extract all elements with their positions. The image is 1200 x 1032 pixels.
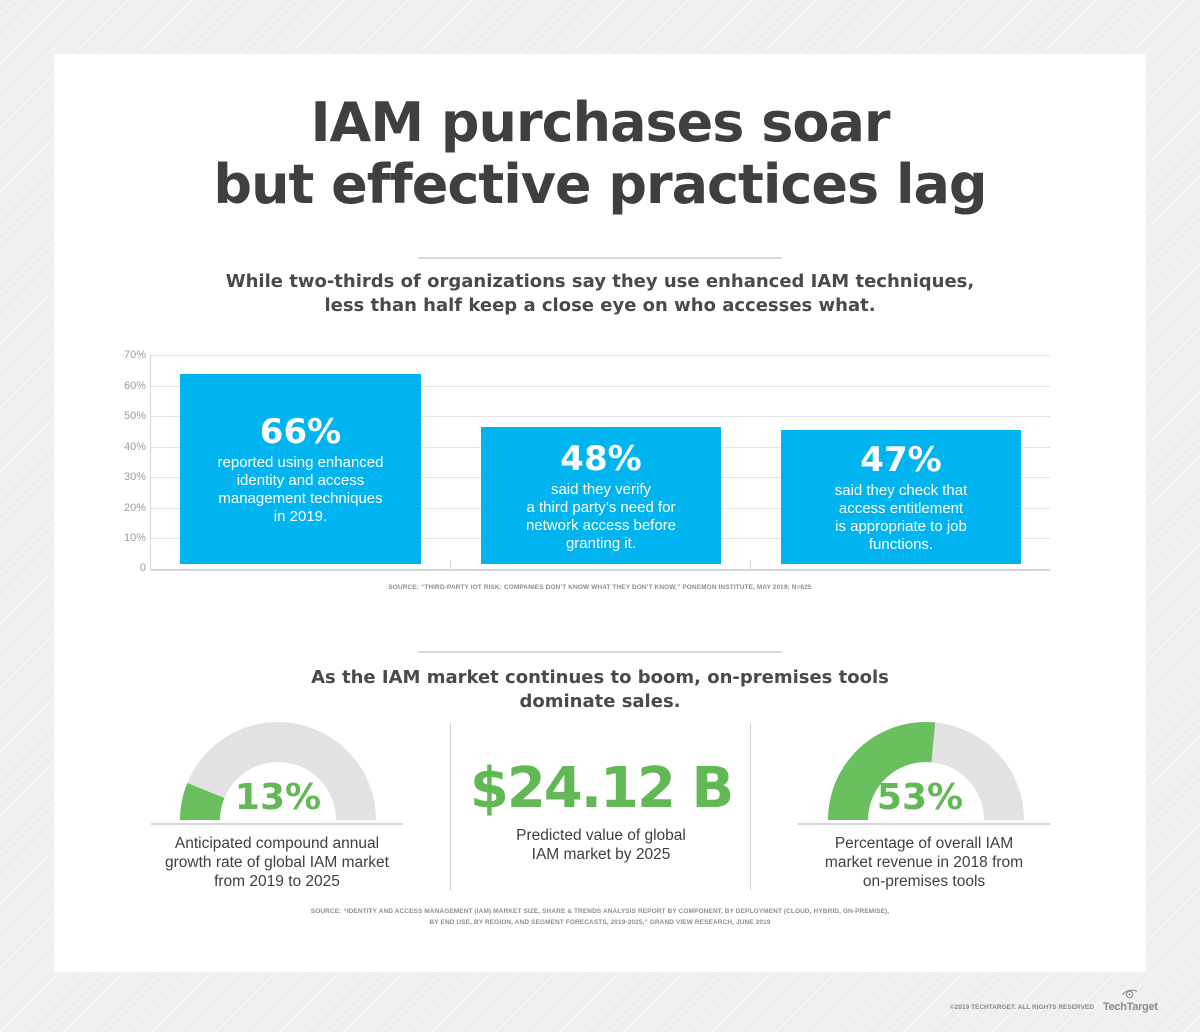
x-tick-separator: [750, 560, 751, 570]
y-tick-label: 60%: [123, 380, 146, 392]
divider-rule-top: [418, 257, 782, 259]
gauge-value-cagr: 13%: [234, 777, 322, 818]
y-tick-label: 40%: [123, 441, 146, 453]
bar-description: said they check that access entitlement …: [819, 482, 984, 554]
stat-caption-market-value: Predicted value of global IAM market by …: [452, 826, 750, 864]
column-divider: [750, 724, 751, 890]
techtarget-eye-icon: [1121, 989, 1138, 999]
bar-check-entitlement: 47% said they check that access entitlem…: [781, 430, 1021, 564]
bar-description-line: functions.: [868, 536, 934, 553]
caption-line: on-premises tools: [862, 873, 986, 890]
x-axis: [150, 569, 1050, 571]
bar-description-line: said they verify: [550, 480, 652, 498]
gauge-baseline: [798, 823, 1050, 825]
y-tick-label: 10%: [123, 532, 146, 544]
caption-line: Percentage of overall IAM: [834, 835, 1014, 852]
stat-caption-on-premises: Percentage of overall IAM market revenue…: [798, 834, 1050, 891]
bar-value: 47%: [860, 440, 942, 480]
gauge-baseline: [151, 823, 403, 825]
y-tick-label: 50%: [123, 410, 146, 422]
bar-description-line: management techniques: [218, 490, 383, 507]
y-tick-label: 70%: [123, 349, 146, 361]
section2-subtitle: As the IAM market continues to boom, on-…: [0, 666, 1200, 714]
section1-subtitle: While two-thirds of organizations say th…: [0, 270, 1200, 318]
y-tick-label: 30%: [123, 471, 146, 483]
divider-rule-middle: [418, 651, 782, 653]
gauge-value-on-premises: 53%: [876, 777, 964, 818]
bar-description-line: access entitlement: [838, 500, 964, 517]
caption-line: Anticipated compound annual: [174, 835, 380, 852]
source-note-2-line-2: BY END USE, BY REGION, AND SEGMENT FOREC…: [429, 919, 771, 926]
bar-value: 66%: [259, 412, 342, 452]
section2-subtitle-line-1: As the IAM market continues to boom, on-…: [311, 667, 889, 688]
y-axis: [150, 355, 151, 570]
title-line-2: but effective practices lag: [213, 153, 987, 216]
source-note-1: SOURCE: “THIRD-PARTY IOT RISK: COMPANIES…: [388, 584, 812, 591]
bar-enhanced-iam: 66% reported using enhanced identity and…: [180, 374, 421, 564]
bar-description-line: said they check that: [834, 482, 968, 499]
gridline-70: [150, 355, 1050, 356]
caption-line: from 2019 to 2025: [214, 873, 340, 890]
caption-line: Predicted value of global: [516, 827, 686, 844]
gauge-on-premises: [828, 722, 1024, 820]
source-note-2: SOURCE: “IDENTITY AND ACCESS MANAGEMENT …: [0, 906, 1200, 928]
section1-subtitle-line-1: While two-thirds of organizations say th…: [225, 271, 975, 292]
column-divider: [450, 724, 451, 890]
page-title: IAM purchases soar but effective practic…: [0, 92, 1200, 216]
techtarget-logo: TechTarget: [1103, 1001, 1158, 1013]
bar-description-line: network access before: [525, 516, 677, 534]
caption-line: IAM market by 2025: [531, 846, 671, 863]
section1-subtitle-line-2: less than half keep a close eye on who a…: [324, 295, 876, 316]
gridline-60: [150, 386, 1050, 387]
bar-description: said they verify a third party’s need fo…: [510, 481, 692, 553]
bar-description-line: is appropriate to job: [835, 518, 967, 535]
bar-description-line: in 2019.: [273, 508, 328, 525]
bar-description: reported using enhanced identity and acc…: [202, 454, 400, 526]
bar-description-line: reported using enhanced: [217, 454, 384, 471]
source-note-2-line-1: SOURCE: “IDENTITY AND ACCESS MANAGEMENT …: [310, 908, 890, 915]
y-tick-label: 20%: [123, 502, 146, 514]
x-tick-separator: [450, 560, 451, 570]
gridline-50: [150, 416, 1050, 417]
caption-line: growth rate of global IAM market: [165, 854, 389, 871]
bar-description-line: granting it.: [565, 534, 637, 552]
bar-description-line: a third party’s need for: [526, 498, 676, 516]
title-line-1: IAM purchases soar: [310, 91, 890, 154]
caption-line: market revenue in 2018 from: [824, 854, 1024, 871]
section2-subtitle-line-2: dominate sales.: [519, 691, 681, 712]
bar-value: 48%: [560, 438, 642, 479]
market-value: $24.12 B: [469, 756, 734, 821]
copyright-notice: ©2019 TECHTARGET. ALL RIGHTS RESERVED: [950, 1004, 1094, 1011]
gauge-cagr: [180, 722, 376, 820]
y-tick-label: 0: [139, 562, 146, 574]
bar-verify-third-party: 48% said they verify a third party’s nee…: [481, 427, 721, 564]
stat-caption-cagr: Anticipated compound annual growth rate …: [151, 834, 403, 891]
bar-description-line: identity and access: [236, 472, 365, 489]
